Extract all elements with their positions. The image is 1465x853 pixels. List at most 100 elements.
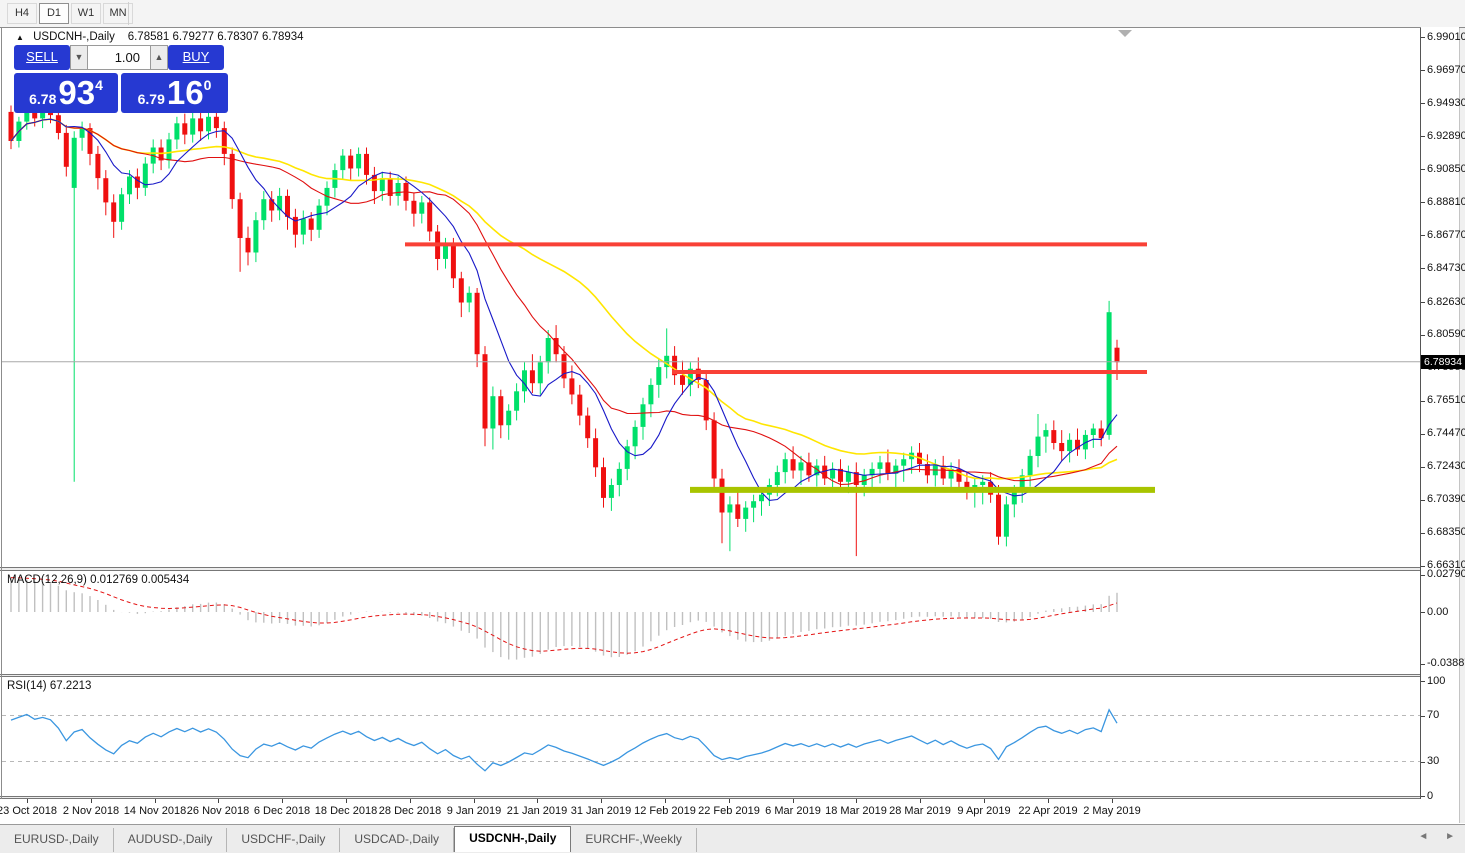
candle-body <box>40 110 46 119</box>
candle-body <box>221 128 227 154</box>
tab-usdcnh-daily[interactable]: USDCNH-,Daily <box>454 826 572 852</box>
candle-body <box>1067 439 1073 452</box>
price-axis-label: 6.66310 <box>1427 559 1465 571</box>
candle-body <box>229 153 235 200</box>
candle-body <box>814 465 820 476</box>
rsi-line <box>10 708 1118 772</box>
candle-body <box>680 375 685 385</box>
tab-usdchf-daily[interactable]: USDCHF-,Daily <box>227 828 341 852</box>
tab-audusd-daily[interactable]: AUDUSD-,Daily <box>114 828 228 852</box>
volume-input[interactable] <box>88 45 150 70</box>
candle-body <box>593 438 599 468</box>
tab-eurusd-daily[interactable]: EURUSD-,Daily <box>0 828 114 852</box>
candle-body <box>174 123 180 140</box>
candle-body <box>1043 430 1049 437</box>
pane-splitter[interactable] <box>0 674 1465 677</box>
tab-scroll-left-icon[interactable]: ◄ <box>1418 831 1429 842</box>
candle-body <box>427 202 433 232</box>
tab-usdcad-daily[interactable]: USDCAD-,Daily <box>340 828 455 852</box>
tab-eurchf-weekly[interactable]: EURCHF-,Weekly <box>571 828 697 852</box>
candle-body <box>32 108 38 119</box>
time-axis-label: 18 Dec 2018 <box>314 805 378 817</box>
timeframe-w1-button[interactable]: W1 <box>71 3 101 24</box>
candle-body <box>1059 443 1065 452</box>
toolbar-separator <box>128 2 129 25</box>
candle-body <box>727 504 733 513</box>
candle-body <box>830 468 836 479</box>
price-axis-label: 6.74470 <box>1427 427 1465 439</box>
candle-body <box>1051 430 1057 443</box>
price-axis-label: 6.86770 <box>1427 229 1465 241</box>
candle-body <box>711 420 717 479</box>
candle-body <box>672 355 678 376</box>
candle-body <box>1075 439 1080 450</box>
collapse-panel-icon[interactable]: ▲ <box>16 33 24 42</box>
candle-body <box>166 139 172 161</box>
rsi-indicator-pane[interactable] <box>0 677 1420 796</box>
candle-body <box>95 153 101 179</box>
buy-button[interactable]: BUY <box>168 45 224 70</box>
time-axis-label: 9 Apr 2019 <box>957 805 1011 817</box>
candle-body <box>719 478 725 513</box>
price-axis-label: 6.80590 <box>1427 328 1465 340</box>
candle-body <box>1114 347 1120 363</box>
pane-splitter[interactable] <box>0 567 1465 571</box>
main-chart-pane[interactable] <box>0 28 1420 567</box>
candle-body <box>340 155 346 171</box>
pane-splitter[interactable] <box>0 796 1465 799</box>
candle-body <box>861 475 867 485</box>
candle-body <box>687 368 693 385</box>
candle-body <box>774 472 780 485</box>
candle-body <box>853 472 859 485</box>
price-axis-label: 6.70390 <box>1427 493 1465 505</box>
candle-body <box>877 462 883 469</box>
timeframe-toolbar: H4 D1 W1 MN <box>0 0 1465 27</box>
macd-indicator-pane[interactable] <box>0 571 1420 674</box>
candle-body <box>253 220 259 253</box>
time-axis-label: 21 Jan 2019 <box>506 805 568 817</box>
sell-button[interactable]: SELL <box>14 45 70 70</box>
candle-body <box>79 128 85 138</box>
candle-body <box>1011 491 1017 505</box>
candle-body <box>498 396 504 426</box>
candle-body <box>292 216 298 235</box>
candle-body <box>182 123 188 135</box>
rsi-axis-label: 30 <box>1427 755 1440 767</box>
timeframe-d1-button[interactable]: D1 <box>39 3 69 24</box>
candle-body <box>561 354 567 379</box>
candle-body <box>356 153 362 169</box>
volume-increase-button[interactable]: ▲ <box>150 45 168 70</box>
macd-axis-label: -0.038871 <box>1427 657 1465 669</box>
time-axis: 23 Oct 2018 2 Nov 2018 14 Nov 2018 26 Nov 2… <box>0 799 1421 823</box>
candle-body <box>798 462 804 471</box>
candle-body <box>419 202 425 214</box>
candle-body <box>142 163 148 188</box>
candle-body <box>537 362 543 384</box>
candle-body <box>601 467 606 498</box>
sell-price-point: 4 <box>95 77 103 93</box>
candle-body <box>474 292 480 355</box>
candle-body <box>111 202 117 222</box>
timeframe-mn-button[interactable]: MN <box>103 3 133 24</box>
candle-body <box>63 132 69 167</box>
buy-price-box[interactable]: 6.79 16 0 <box>121 73 228 113</box>
divider <box>0 27 1465 28</box>
candle-body <box>695 368 701 380</box>
candle-body <box>759 494 764 502</box>
candle-body <box>656 367 662 385</box>
ma-fast-line <box>10 118 1118 501</box>
volume-decrease-button[interactable]: ▼ <box>70 45 88 70</box>
candle-body <box>379 178 385 192</box>
candle-body <box>71 137 77 188</box>
candle-body <box>87 128 93 154</box>
timeframe-h4-button[interactable]: H4 <box>7 3 37 24</box>
time-axis-label: 31 Jan 2019 <box>570 805 632 817</box>
candle-body <box>585 415 591 439</box>
candle-body <box>632 426 638 447</box>
sell-price-box[interactable]: 6.78 93 4 <box>14 73 118 113</box>
rsi-label: RSI(14) 67.2213 <box>7 680 92 692</box>
candle-body <box>735 504 741 519</box>
tab-scroll-right-icon[interactable]: ► <box>1445 831 1455 842</box>
candle-body <box>608 485 614 498</box>
